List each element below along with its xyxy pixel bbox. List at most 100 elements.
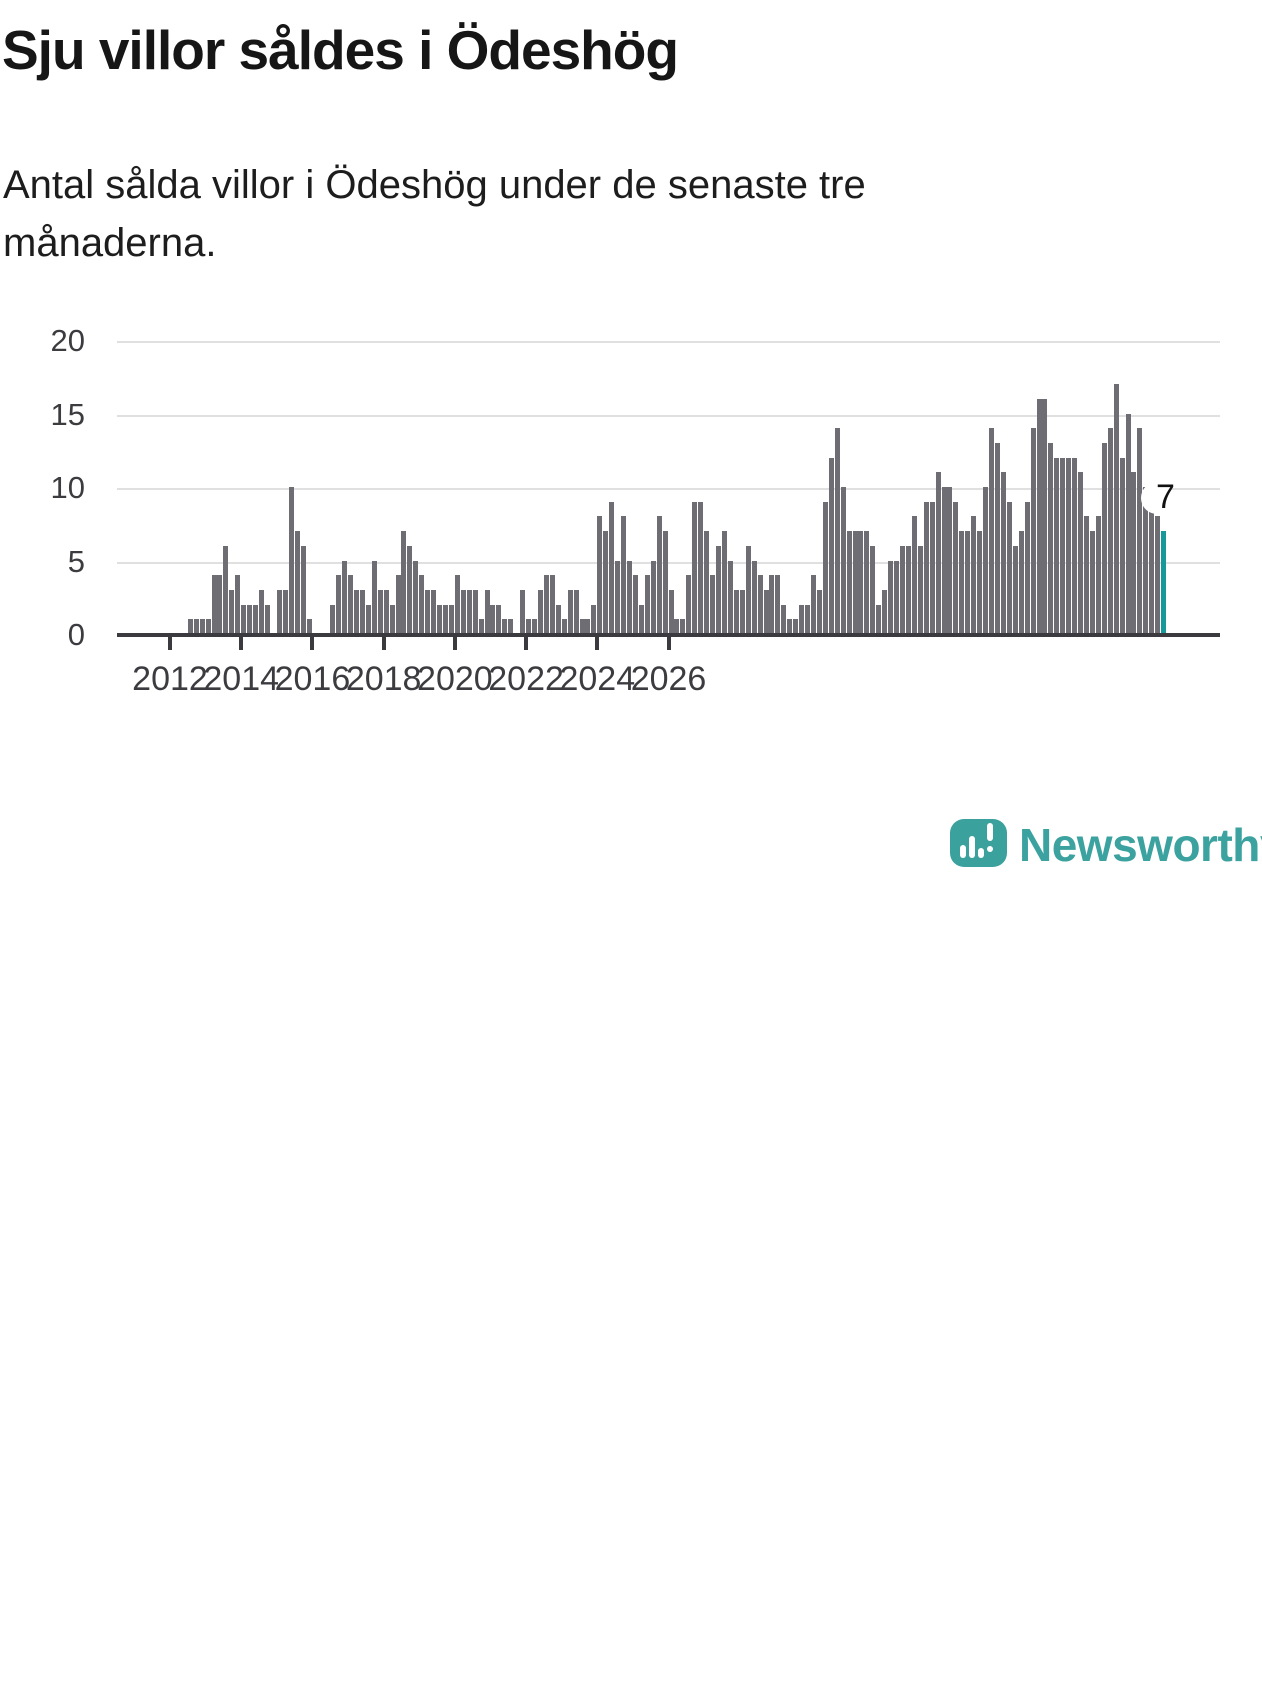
bar (348, 575, 354, 634)
bar (205, 619, 211, 634)
bar (888, 560, 894, 634)
bar (965, 531, 971, 634)
bar (864, 531, 870, 634)
x-axis-tick (310, 636, 315, 650)
x-axis-tick (452, 636, 457, 650)
bar (353, 589, 359, 634)
bar (359, 589, 365, 634)
bar (555, 604, 561, 634)
bar (336, 575, 342, 634)
bar (900, 545, 905, 634)
bar (342, 560, 348, 634)
bar (692, 501, 698, 634)
bar (591, 604, 597, 634)
last-value-label: 7 (1156, 478, 1175, 516)
bar (775, 575, 781, 634)
bar-chart-plot-area: 0 5 10 15 20 2012 2014 2016 2018 2020 2022 2024 2026… (50, 323, 1220, 698)
bar (306, 619, 312, 634)
x-axis-tick-label: 2024 (559, 660, 636, 698)
bar (686, 575, 692, 634)
x-axis-tick-label: 2018 (345, 660, 422, 698)
bar (876, 604, 882, 634)
x-axis-line (117, 632, 1220, 637)
bar (609, 501, 615, 634)
bar (460, 589, 466, 634)
highlighted-bar-latest (1161, 531, 1167, 634)
bar (508, 619, 514, 634)
bar (496, 604, 502, 634)
bar (425, 589, 431, 634)
bar (1030, 428, 1036, 634)
bar (383, 589, 389, 634)
bar (769, 575, 775, 634)
bar (917, 545, 923, 634)
y-axis-tick-label: 0 (67, 617, 85, 652)
bar (1083, 516, 1089, 634)
bar (241, 604, 247, 634)
bar (656, 516, 662, 634)
bar (217, 575, 223, 634)
bar (490, 604, 496, 634)
x-axis-tick-label: 2012 (132, 660, 208, 698)
x-axis-tick (595, 636, 600, 650)
bar (852, 531, 858, 634)
bar (989, 428, 995, 634)
bar (929, 501, 935, 634)
bar (300, 545, 306, 634)
bar (1072, 457, 1078, 634)
y-axis-tick-label: 20 (50, 323, 85, 358)
y-gridline (117, 488, 1220, 490)
bar (977, 531, 983, 634)
annotation-halo (1141, 482, 1173, 514)
bar (454, 575, 460, 634)
bar (276, 589, 282, 634)
bar (834, 428, 840, 634)
bar (247, 604, 253, 634)
bar (763, 589, 769, 634)
bar (781, 604, 787, 634)
x-axis-tick-label: 2022 (488, 660, 564, 698)
bar (650, 560, 656, 634)
bar (727, 560, 733, 634)
bar (502, 619, 508, 634)
bar (621, 516, 627, 634)
bar (1101, 442, 1107, 634)
bar (585, 619, 591, 634)
bar (199, 619, 205, 634)
bar (1149, 501, 1155, 634)
y-gridline (117, 414, 1220, 417)
bar (543, 575, 549, 634)
bar (466, 589, 472, 634)
x-axis-tick (239, 636, 244, 650)
bar (680, 619, 686, 634)
bar (793, 619, 799, 634)
x-axis-tick (168, 636, 172, 650)
bar (448, 604, 454, 634)
bar (894, 560, 900, 634)
x-axis-tick (524, 636, 529, 650)
newsworthy-logo-icon (950, 819, 1007, 867)
bar (971, 516, 977, 634)
bar (668, 589, 674, 634)
bar (1078, 472, 1084, 634)
bar (739, 589, 745, 634)
bar (905, 545, 911, 634)
bar (1048, 442, 1054, 634)
bar (1137, 428, 1143, 634)
bar (983, 487, 989, 634)
bar (947, 487, 953, 634)
bar (698, 501, 704, 634)
bar (935, 472, 941, 634)
bar (828, 457, 834, 634)
bar (443, 604, 448, 634)
bar (822, 501, 828, 634)
y-axis-tick-label: 5 (67, 543, 85, 579)
bar (235, 575, 241, 634)
bar (923, 501, 929, 634)
x-axis-tick (381, 636, 386, 650)
bar (662, 531, 668, 634)
bar (1131, 472, 1137, 634)
bar (253, 604, 259, 634)
bar (1113, 384, 1119, 634)
x-axis-tick-label: 2016 (274, 660, 351, 698)
